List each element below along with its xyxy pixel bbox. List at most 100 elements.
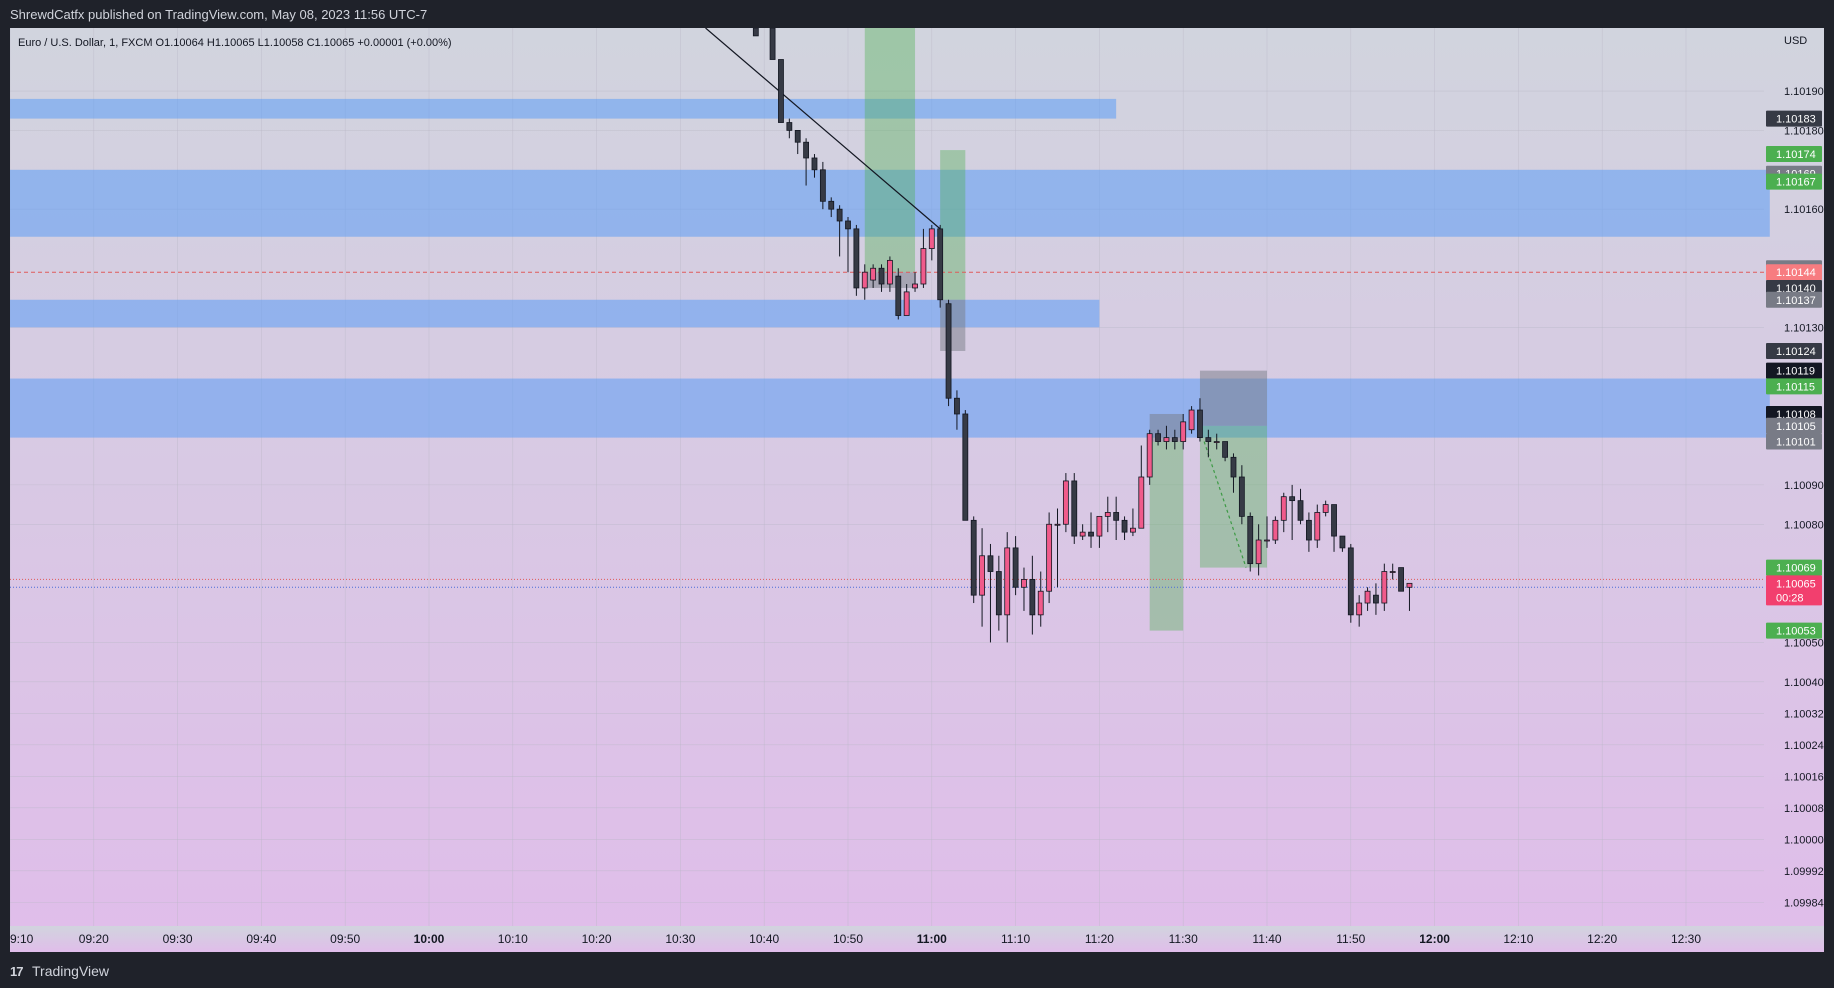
price-tag-box bbox=[1766, 291, 1822, 308]
candle-down bbox=[1247, 515, 1254, 565]
candle-down bbox=[1289, 496, 1296, 502]
symbol-legend[interactable]: Euro / U.S. Dollar, 1, FXCM O1.10064 H1.… bbox=[18, 37, 452, 49]
time-tick-label: 09:40 bbox=[246, 932, 276, 946]
price-tick-label: 1.09992 bbox=[1784, 866, 1824, 878]
bar-countdown: 00:28 bbox=[1776, 592, 1804, 604]
time-tick-label: 12:00 bbox=[1419, 932, 1450, 946]
candle-down bbox=[1297, 500, 1304, 521]
price-tick-label: 1.10180 bbox=[1784, 125, 1824, 137]
candle-down bbox=[878, 267, 885, 285]
position-stop-box bbox=[1199, 370, 1267, 426]
price-axis[interactable]: 1.10190 1.10180 1.10160 1.10130 1.10090 1.100… bbox=[1784, 86, 1824, 909]
price-tag-label: 1.10137 bbox=[1776, 295, 1816, 307]
candle-up bbox=[912, 283, 918, 289]
position-stop-box bbox=[940, 299, 966, 351]
candle-down bbox=[845, 220, 851, 230]
price-tick-label: 1.09984 bbox=[1784, 897, 1824, 909]
price-tag-label: 1.10069 bbox=[1776, 563, 1816, 575]
time-tick-label: 12:10 bbox=[1503, 932, 1533, 946]
candle-down bbox=[895, 275, 902, 316]
candle-up bbox=[1021, 579, 1027, 588]
supply-zone bbox=[10, 169, 1770, 237]
price-tag-box bbox=[1766, 378, 1822, 395]
candle-up bbox=[1314, 512, 1321, 541]
position-target-box bbox=[1149, 441, 1184, 631]
last-price-box bbox=[1766, 575, 1822, 606]
price-tag-label: 1.10101 bbox=[1776, 437, 1816, 449]
candle-down bbox=[778, 59, 784, 123]
candle-up bbox=[903, 291, 910, 316]
candle-down bbox=[786, 122, 793, 131]
candle-up bbox=[1188, 409, 1195, 431]
trendlines bbox=[705, 27, 1247, 568]
candle-up bbox=[1096, 515, 1103, 537]
position-target-box bbox=[864, 28, 916, 273]
price-tick-label: 1.10090 bbox=[1784, 480, 1824, 492]
tradingview-logo-icon[interactable]: 17 bbox=[10, 964, 24, 979]
candle-up bbox=[1264, 539, 1270, 542]
horizontal-lines bbox=[10, 271, 1764, 588]
currency-label: USD bbox=[1784, 35, 1807, 47]
price-tag-box bbox=[1766, 622, 1822, 639]
price-tick-label: 1.10130 bbox=[1784, 322, 1824, 334]
price-chart[interactable]: 1.10190 1.10180 1.10160 1.10130 1.10090 1.100… bbox=[9, 27, 1824, 952]
candle-up bbox=[1163, 437, 1170, 442]
price-tick-label: 1.10080 bbox=[1784, 519, 1824, 531]
price-tag-label: 1.10115 bbox=[1776, 381, 1815, 393]
tradingview-brand[interactable]: TradingView bbox=[32, 963, 110, 979]
trendline bbox=[705, 27, 941, 230]
candle-up bbox=[1356, 602, 1363, 616]
time-tick-label: 09:20 bbox=[79, 932, 109, 946]
price-tags: 1.101831.101741.101691.101671.101451.101… bbox=[1766, 110, 1822, 639]
candle-up bbox=[1406, 582, 1413, 588]
time-tick-label: 12:20 bbox=[1587, 932, 1617, 946]
candle-up bbox=[1364, 590, 1371, 604]
candle-down bbox=[853, 228, 860, 289]
price-tick-label: 1.10050 bbox=[1784, 637, 1824, 649]
candle-down bbox=[769, 27, 776, 60]
candle-down bbox=[1222, 441, 1228, 458]
price-tag-label: 1.10174 bbox=[1776, 149, 1816, 161]
candle-up bbox=[861, 271, 868, 289]
candle-down bbox=[752, 27, 759, 37]
candle-down bbox=[1088, 531, 1094, 537]
price-tick-label: 1.10024 bbox=[1784, 740, 1824, 752]
price-tag-label: 1.10105 bbox=[1776, 421, 1816, 433]
candle-down bbox=[945, 303, 952, 399]
candle-down bbox=[803, 141, 809, 159]
price-tick-label: 1.10016 bbox=[1784, 771, 1824, 783]
candle-down bbox=[1339, 535, 1346, 549]
candle-up bbox=[1130, 527, 1136, 533]
price-tag-box bbox=[1766, 342, 1822, 359]
candle-down bbox=[987, 555, 994, 572]
price-tag-box bbox=[1766, 146, 1822, 163]
time-axis[interactable]: 9:10 09:20 09:30 09:40 09:50 10:00 10:10 10:20 1… bbox=[10, 932, 1701, 946]
candle-up bbox=[1213, 441, 1220, 443]
chart-area[interactable]: 1.10190 1.10180 1.10160 1.10130 1.10090 1.100… bbox=[9, 27, 1824, 952]
candle-up bbox=[1280, 496, 1287, 521]
price-tag-label: 1.10167 bbox=[1776, 177, 1816, 189]
supply-zones bbox=[10, 98, 1770, 438]
candle-down bbox=[1347, 547, 1354, 616]
time-tick-label: 12:30 bbox=[1671, 932, 1701, 946]
last-price-tag: 1.10065 00:28 bbox=[1766, 575, 1822, 606]
candle-up bbox=[1322, 504, 1329, 513]
candle-down bbox=[970, 519, 977, 596]
candles bbox=[752, 27, 1413, 643]
time-tick-label: 09:50 bbox=[330, 932, 360, 946]
candle-down bbox=[794, 130, 801, 143]
candle-down bbox=[1121, 519, 1128, 533]
supply-zone bbox=[10, 98, 1117, 119]
candle-up bbox=[1381, 571, 1388, 604]
position-target-box bbox=[940, 150, 966, 300]
footer-bar: 17 TradingView bbox=[0, 952, 1834, 988]
price-tick-label: 1.10040 bbox=[1784, 677, 1824, 689]
candle-up bbox=[1046, 523, 1053, 592]
time-tick-label: 11:10 bbox=[1001, 932, 1030, 946]
time-axis-background bbox=[10, 926, 1824, 952]
candle-down bbox=[1238, 476, 1245, 517]
candle-up bbox=[979, 555, 985, 596]
price-tag-box bbox=[1766, 264, 1822, 281]
price-tag-label: 1.10053 bbox=[1776, 626, 1816, 638]
candle-up bbox=[1037, 590, 1044, 616]
